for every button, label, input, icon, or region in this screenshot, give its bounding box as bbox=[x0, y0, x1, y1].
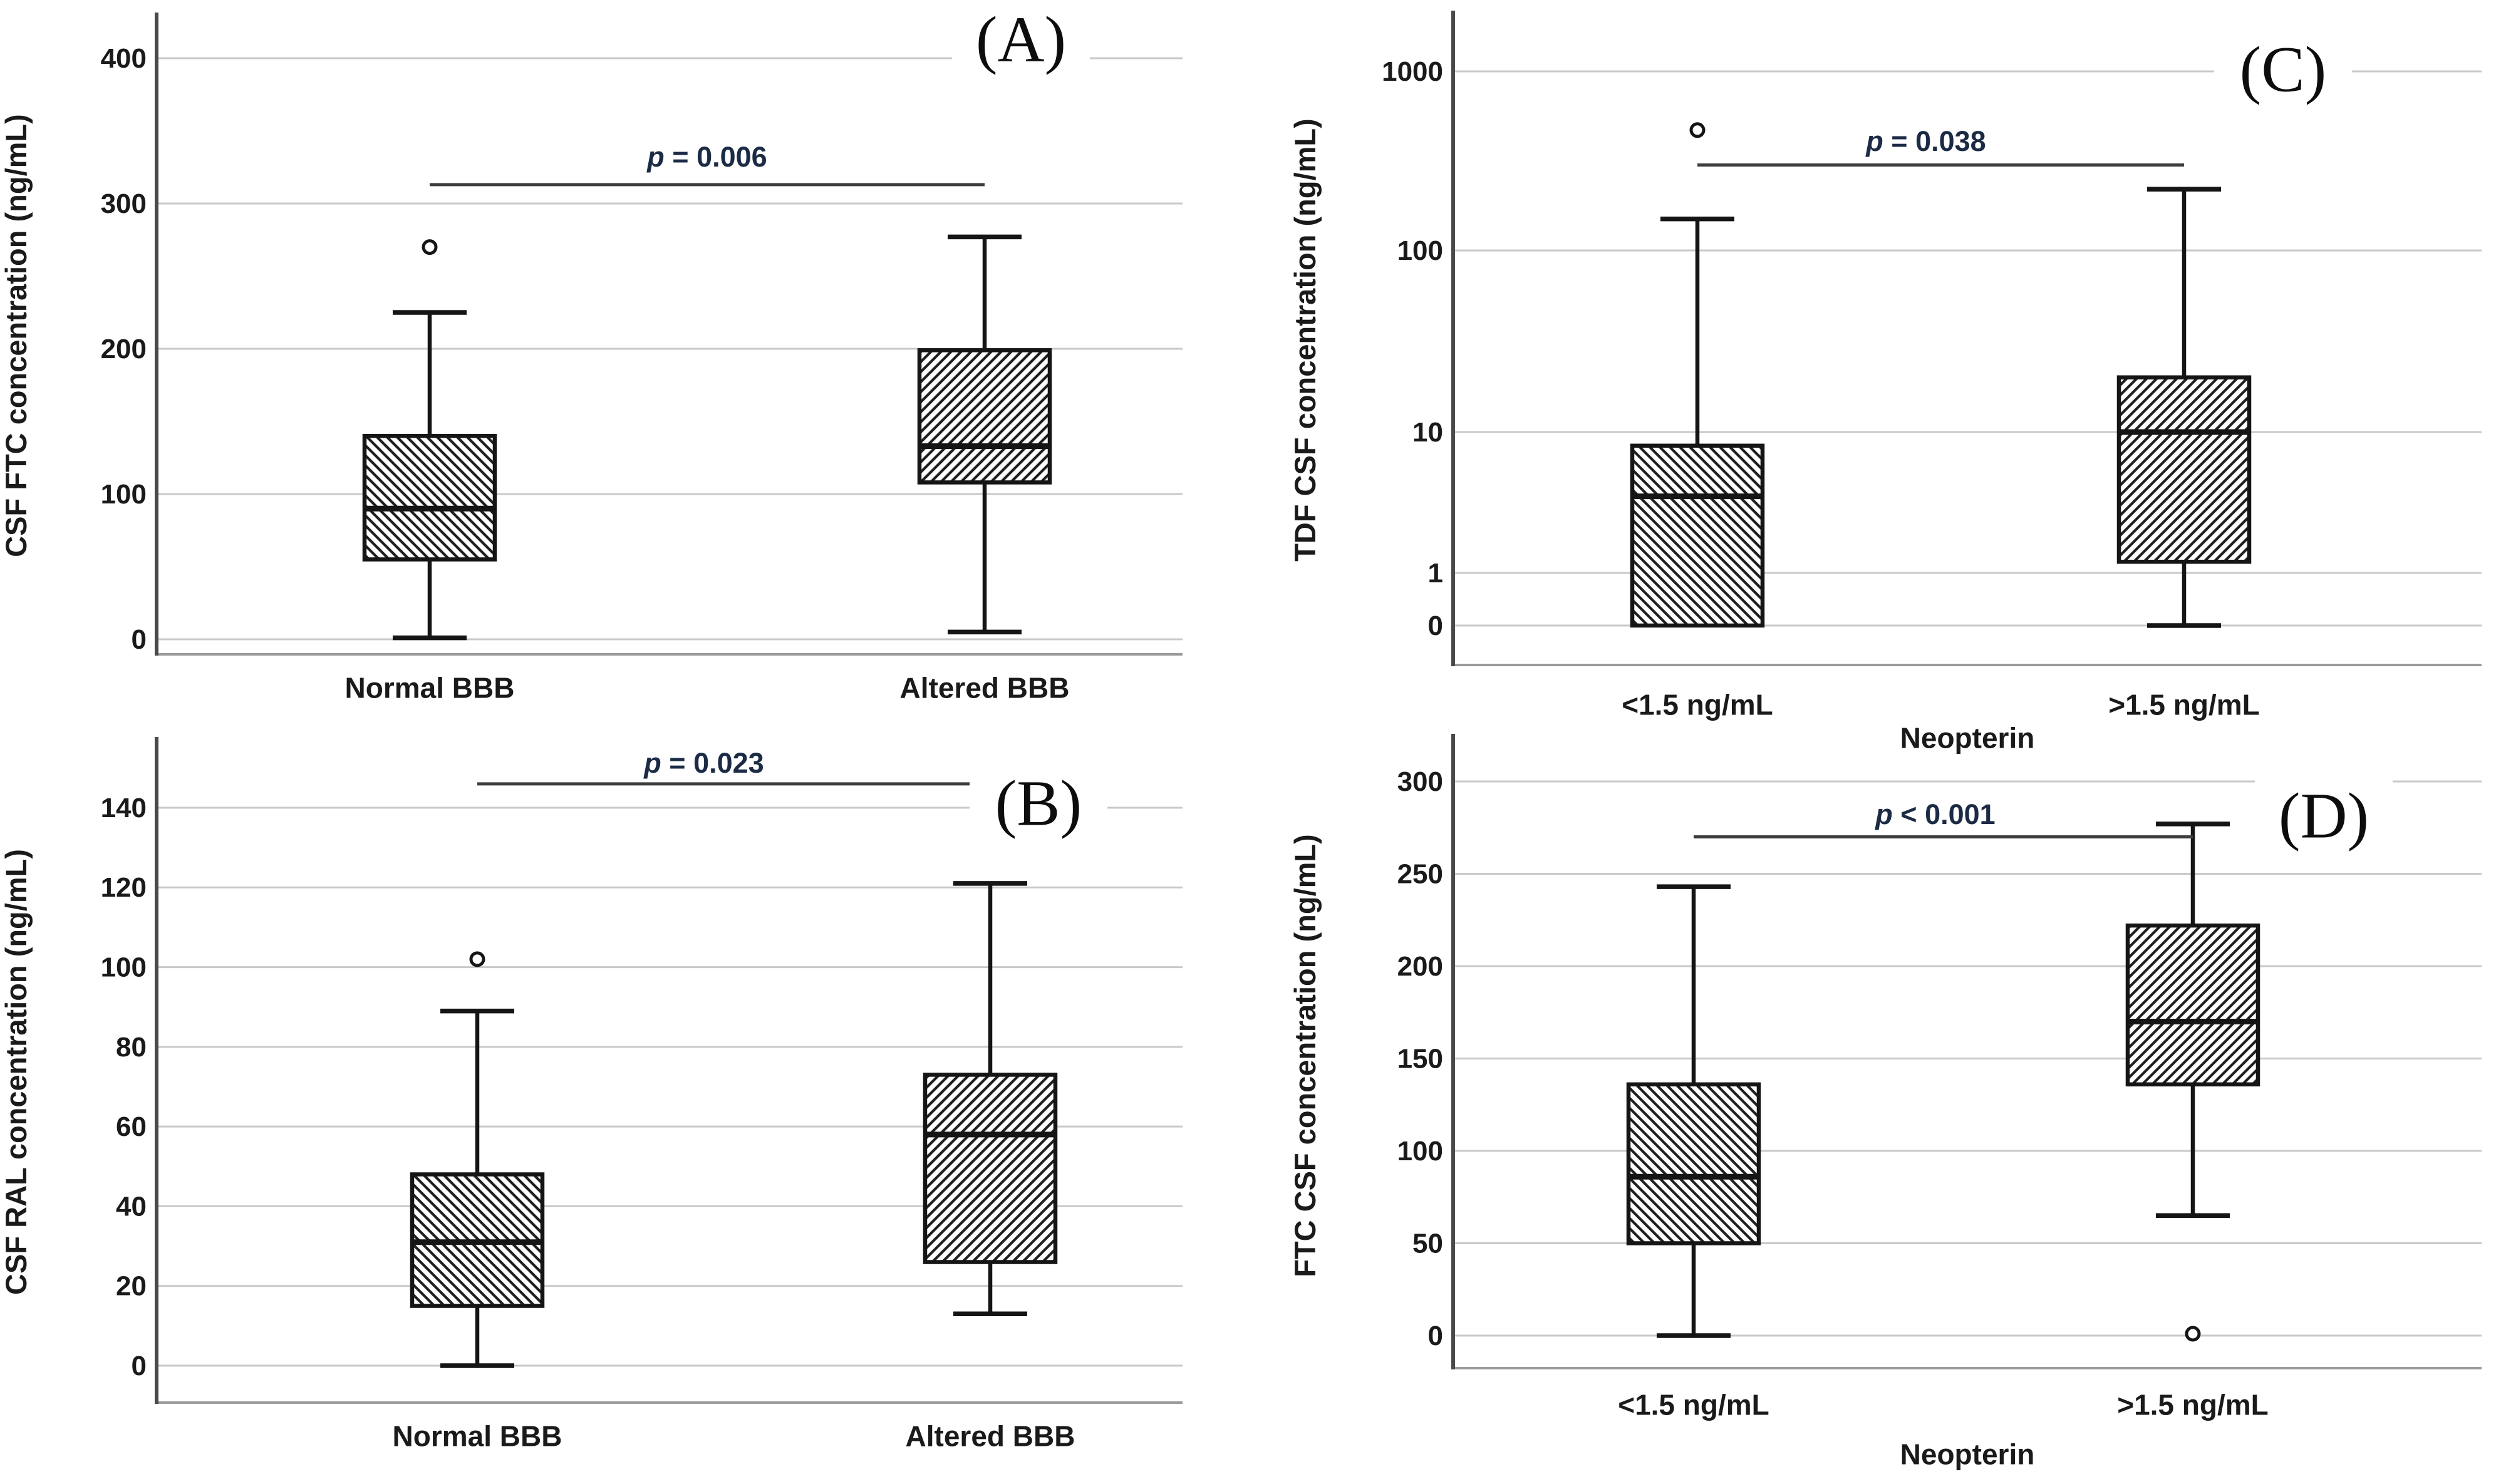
panel-A: Normal BBB Altered BBB p = 0.006 0 100 200 300… bbox=[0, 2, 1183, 704]
iqr-box bbox=[362, 433, 497, 562]
y-tick-label: 100 bbox=[1397, 235, 1443, 266]
y-tick-label: 40 bbox=[116, 1191, 147, 1222]
outlier-point bbox=[2185, 1326, 2201, 1342]
y-tick-label: 100 bbox=[101, 479, 147, 510]
panel-label-backing bbox=[952, 2, 1090, 76]
y-tick-label: 10 bbox=[1412, 417, 1443, 448]
box-group bbox=[917, 234, 1052, 635]
p-value-label: p = 0.023 bbox=[643, 747, 764, 779]
y-tick-label: 200 bbox=[1397, 951, 1443, 982]
y-tick-label: 300 bbox=[101, 188, 147, 219]
y-axis-title: TDF CSF concentration (ng/mL) bbox=[1288, 118, 1322, 562]
box-group bbox=[1626, 884, 1761, 1338]
panel-label-backing bbox=[2255, 778, 2393, 852]
y-axis-title: CSF RAL concentration (ng/mL) bbox=[0, 849, 33, 1295]
y-tick-label: 0 bbox=[1428, 611, 1443, 641]
panel-B: Normal BBB Altered BBB p = 0.023 0 20 40 60 80 1… bbox=[0, 737, 1183, 1453]
box-group bbox=[2116, 187, 2252, 628]
category-label: >1.5 ng/mL bbox=[2108, 689, 2260, 721]
y-tick-label: 50 bbox=[1412, 1228, 1443, 1259]
outlier-point bbox=[1689, 122, 1706, 138]
category-label: Altered BBB bbox=[906, 1420, 1075, 1453]
y-axis-title: CSF FTC concentration (ng/mL) bbox=[0, 114, 33, 557]
category-label: >1.5 ng/mL bbox=[2117, 1389, 2269, 1421]
y-tick-label: 200 bbox=[101, 334, 147, 364]
box-group bbox=[2125, 822, 2260, 1342]
y-tick-label: 1000 bbox=[1382, 56, 1443, 87]
y-tick-label: 80 bbox=[116, 1032, 147, 1063]
panel-D: <1.5 ng/mL >1.5 ng/mL p < 0.001 0 50 100 150 20… bbox=[1288, 734, 2482, 1471]
p-value-label: p = 0.006 bbox=[646, 141, 767, 173]
y-tick-label: 100 bbox=[1397, 1136, 1443, 1167]
iqr-box bbox=[1630, 443, 1765, 628]
box-group bbox=[923, 881, 1058, 1317]
box-group bbox=[1630, 122, 1765, 628]
y-tick-label: 120 bbox=[101, 872, 147, 903]
category-label: Normal BBB bbox=[345, 672, 515, 704]
panel-label: (A) bbox=[976, 3, 1066, 75]
iqr-box bbox=[1626, 1082, 1761, 1245]
box-group bbox=[362, 239, 497, 641]
category-label: Altered BBB bbox=[900, 672, 1070, 704]
y-axis-title: FTC CSF concentration (ng/mL) bbox=[1288, 834, 1322, 1277]
outlier-point bbox=[422, 239, 438, 255]
y-tick-label: 300 bbox=[1397, 766, 1443, 797]
iqr-box bbox=[923, 1073, 1058, 1264]
category-label: <1.5 ng/mL bbox=[1622, 689, 1773, 721]
y-tick-label: 0 bbox=[1428, 1321, 1443, 1351]
panel-label: (D) bbox=[2279, 780, 2369, 852]
category-label: <1.5 ng/mL bbox=[1618, 1389, 1769, 1421]
y-tick-label: 250 bbox=[1397, 858, 1443, 889]
iqr-box bbox=[917, 348, 1052, 485]
y-tick-label: 1 bbox=[1428, 558, 1443, 589]
p-value-label: p = 0.038 bbox=[1865, 125, 1986, 157]
iqr-box bbox=[2116, 375, 2252, 564]
y-tick-label: 0 bbox=[132, 624, 147, 655]
box-group bbox=[410, 951, 545, 1368]
y-tick-label: 400 bbox=[101, 43, 147, 74]
x-axis-title: Neopterin bbox=[1900, 1438, 2035, 1471]
panel-label-backing bbox=[2214, 32, 2352, 106]
panel-label-backing bbox=[970, 766, 1107, 840]
y-tick-label: 20 bbox=[116, 1271, 147, 1302]
outlier-point bbox=[469, 951, 485, 967]
x-axis-title: Neopterin bbox=[1900, 722, 2035, 755]
category-label: Normal BBB bbox=[393, 1420, 562, 1453]
panel-label: (B) bbox=[995, 767, 1082, 839]
y-tick-label: 60 bbox=[116, 1111, 147, 1142]
y-tick-label: 150 bbox=[1397, 1043, 1443, 1074]
y-tick-label: 140 bbox=[101, 793, 147, 823]
panel-label: (C) bbox=[2240, 33, 2327, 105]
y-tick-label: 0 bbox=[132, 1351, 147, 1381]
iqr-box bbox=[2125, 923, 2260, 1087]
panel-C: <1.5 ng/mL >1.5 ng/mL p = 0.038 0 1 10 100 1000… bbox=[1288, 11, 2482, 755]
p-value-label: p < 0.001 bbox=[1875, 798, 1995, 830]
y-tick-label: 100 bbox=[101, 952, 147, 983]
